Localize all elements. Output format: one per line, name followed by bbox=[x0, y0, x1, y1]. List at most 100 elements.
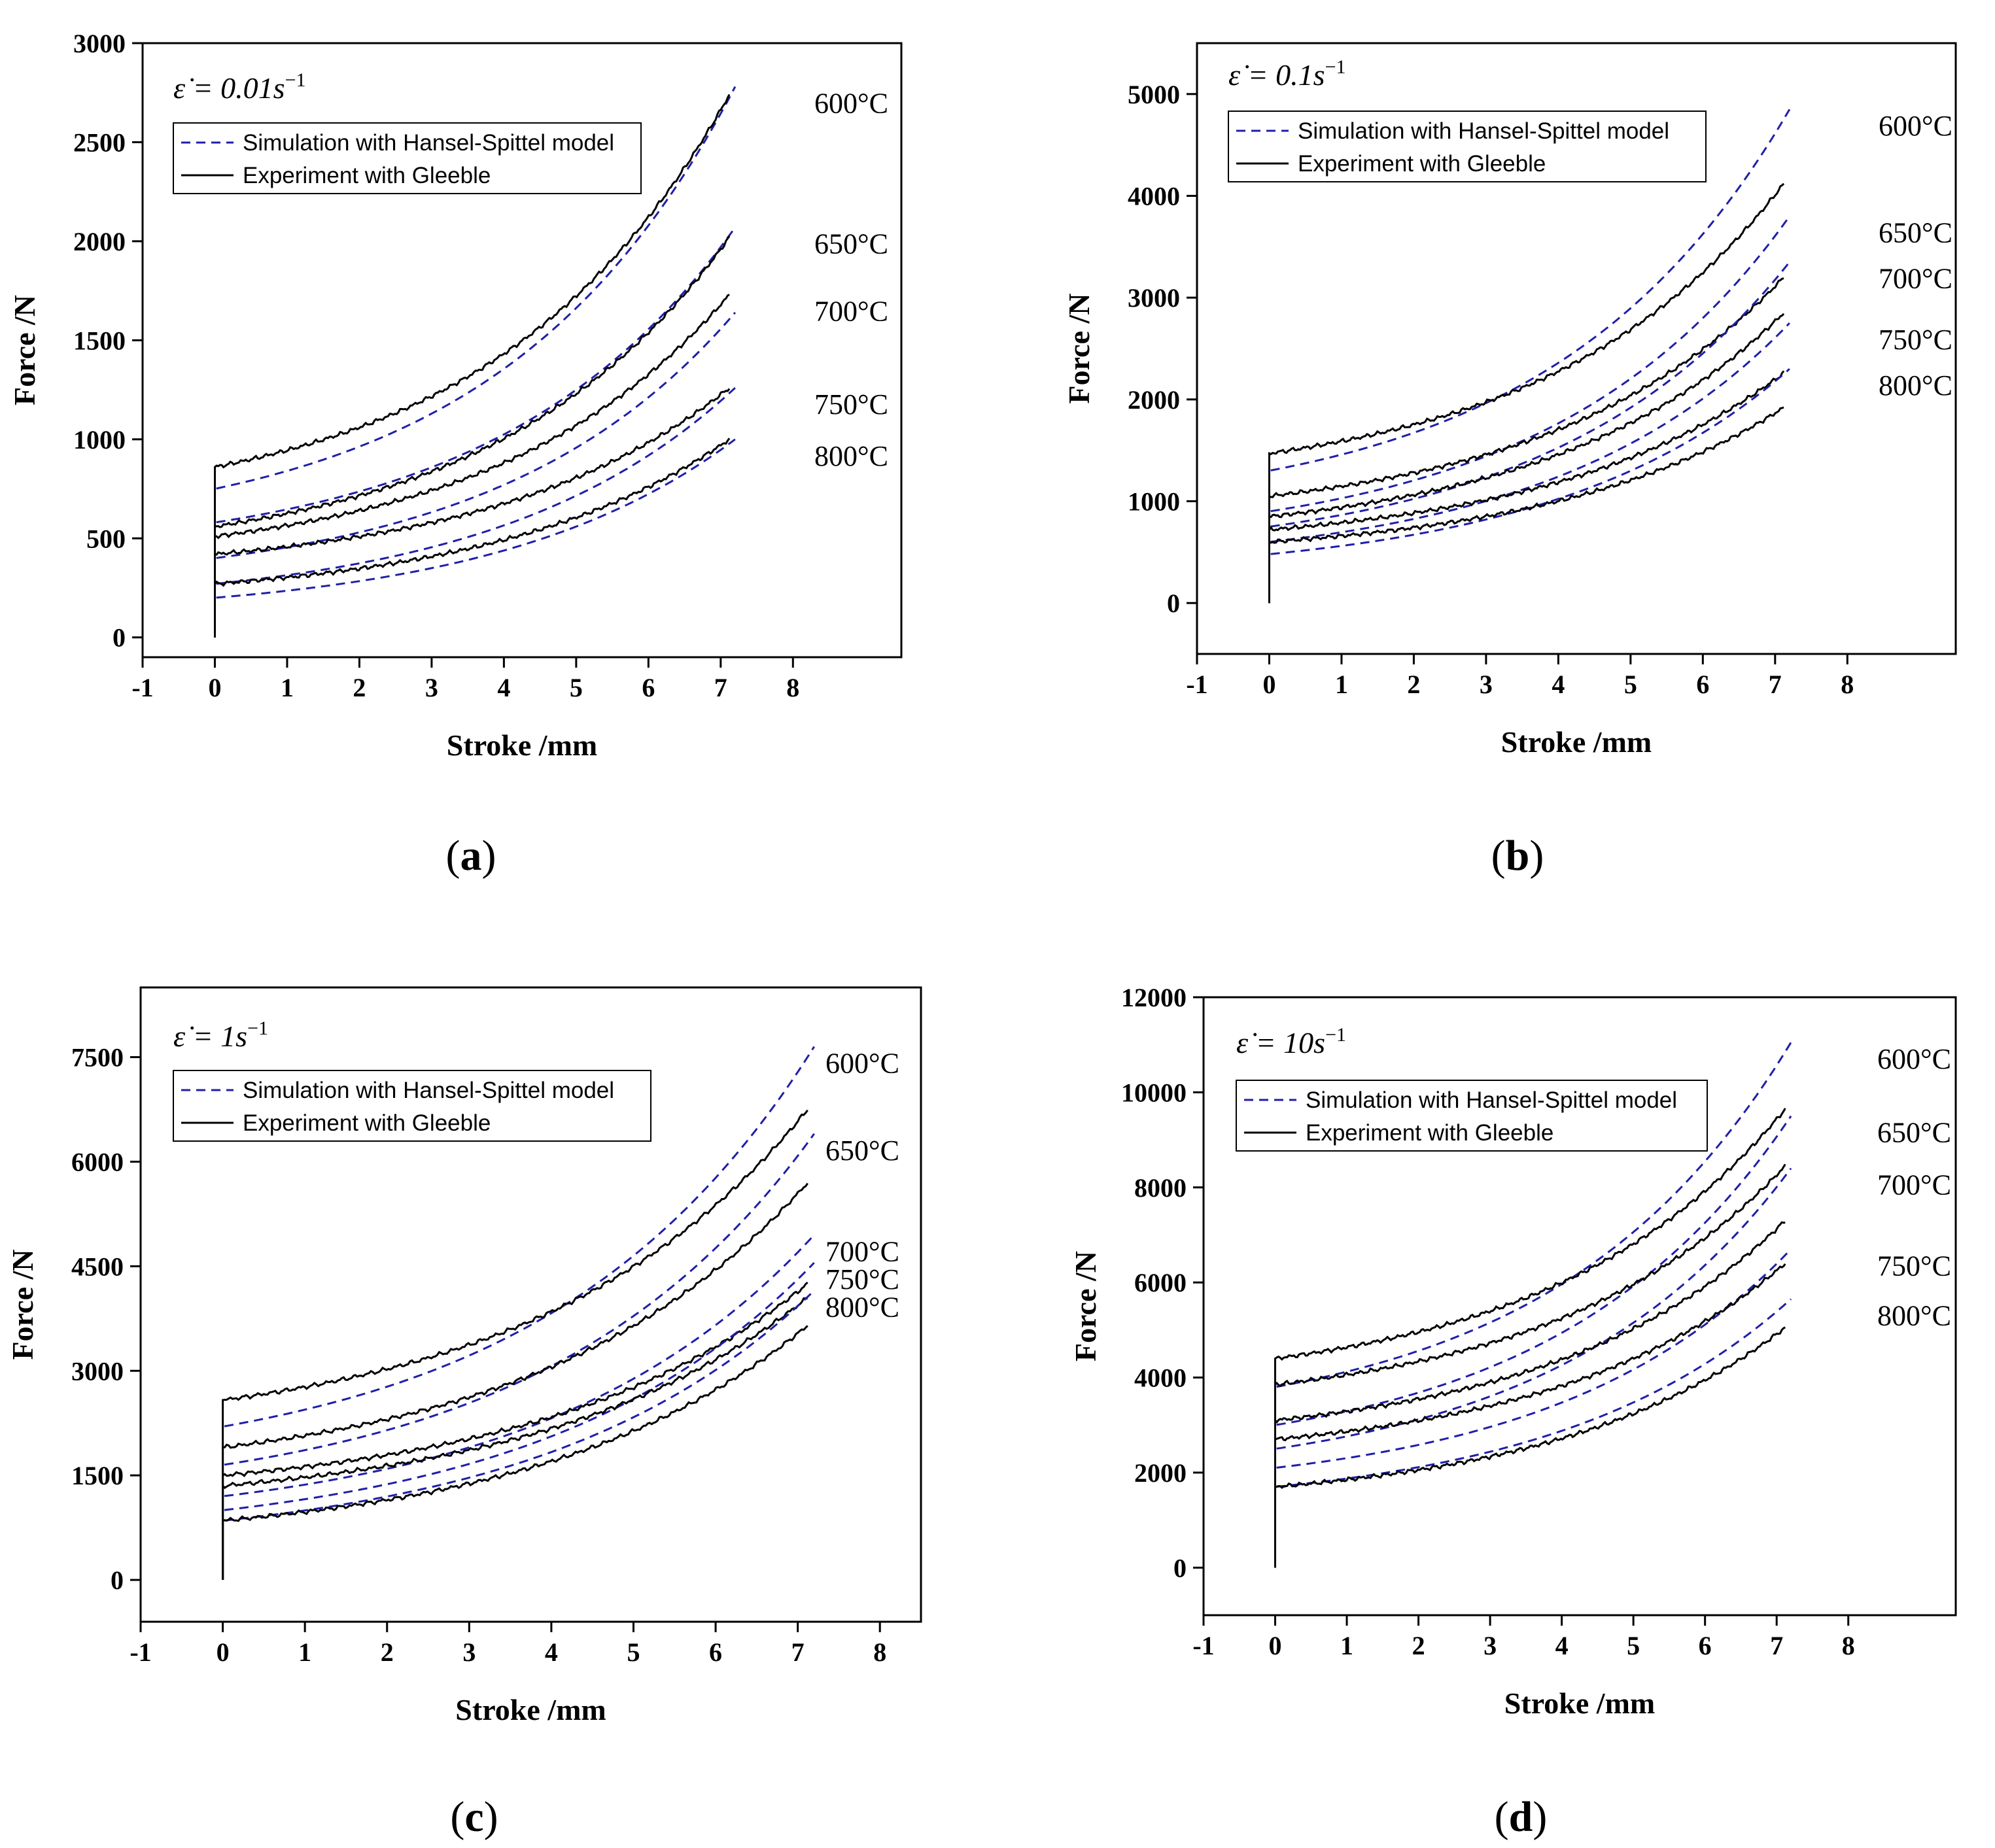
x-tick-label: 8 bbox=[1841, 670, 1854, 699]
temperature-label: 650°C bbox=[814, 228, 888, 260]
simulation-line-700c bbox=[216, 311, 737, 559]
temperature-label: 700°C bbox=[1877, 1169, 1951, 1201]
experiment-line-600c bbox=[1268, 182, 1785, 604]
y-tick-label: 2500 bbox=[73, 128, 126, 157]
x-tick-label: 3 bbox=[1483, 1631, 1497, 1660]
strain-rate-exponent: −1 bbox=[1325, 1024, 1346, 1046]
temperature-label: 750°C bbox=[825, 1263, 899, 1295]
plot-frame bbox=[141, 42, 903, 659]
y-tick-label: 7500 bbox=[71, 1043, 124, 1072]
panel-letter-value: c bbox=[464, 1793, 483, 1841]
x-tick-label: 6 bbox=[1696, 670, 1709, 699]
simulation-line-650c bbox=[1270, 215, 1791, 513]
experiment-line-700c bbox=[214, 294, 730, 638]
simulation-line-800c bbox=[1276, 1298, 1792, 1488]
temperature-label: 700°C bbox=[825, 1235, 899, 1267]
x-tick-label: 2 bbox=[381, 1637, 394, 1667]
y-tick-label: 5000 bbox=[1128, 80, 1180, 109]
temperature-label: 650°C bbox=[1877, 1117, 1951, 1149]
temperature-label: 700°C bbox=[814, 296, 888, 328]
x-tick-label: 5 bbox=[627, 1637, 640, 1667]
y-axis-title: Force /N bbox=[1062, 293, 1096, 403]
y-tick-label: 0 bbox=[1167, 589, 1180, 618]
legend-box bbox=[1228, 111, 1707, 182]
strain-rate-label: ε̇ = 0.1s−1 bbox=[1228, 56, 1346, 92]
x-tick-label: 0 bbox=[208, 673, 221, 702]
x-tick-label: 2 bbox=[1407, 670, 1420, 699]
simulation-line-650c bbox=[216, 226, 737, 524]
x-tick-label: 5 bbox=[570, 673, 583, 702]
x-tick-label: 4 bbox=[497, 673, 510, 702]
y-tick-label: 4000 bbox=[1134, 1363, 1187, 1393]
panel-letter-value: b bbox=[1506, 832, 1530, 880]
x-tick-label: 3 bbox=[1480, 670, 1493, 699]
legend-exp-label: Experiment with Gleeble bbox=[1306, 1120, 1553, 1146]
x-tick-label: 1 bbox=[1335, 670, 1348, 699]
x-tick-label: 6 bbox=[642, 673, 655, 702]
y-tick-label: 3000 bbox=[1128, 283, 1180, 313]
simulation-line-800c bbox=[216, 438, 736, 599]
strain-rate-label: ε̇ = 10s−1 bbox=[1236, 1024, 1346, 1059]
x-tick-label: 3 bbox=[462, 1637, 476, 1667]
legend-exp-label: Experiment with Gleeble bbox=[243, 163, 491, 188]
panel-letter-value: a bbox=[460, 832, 482, 880]
x-tick-label: 1 bbox=[281, 673, 294, 702]
temperature-label: 750°C bbox=[1879, 324, 1952, 356]
panel-a: -1 0 1 2 3 4 5 6 7 8050010001500200025003000Strok… bbox=[8, 29, 903, 880]
panel-b: -1 0 1 2 3 4 5 6 7 8 0 1000 2000 3000 4000 5000 Stroke /… bbox=[1062, 42, 1957, 880]
legend-sim-label: Simulation with Hansel-Spittel model bbox=[1298, 118, 1669, 144]
x-tick-label: 5 bbox=[1627, 1631, 1640, 1660]
x-tick-label: 7 bbox=[1769, 670, 1782, 699]
x-tick-label: 4 bbox=[545, 1637, 558, 1667]
temperature-label: 700°C bbox=[1879, 263, 1952, 295]
legend: Simulation with Hansel-Spittel model Expe… bbox=[1236, 1080, 1708, 1152]
experiment-line-800c bbox=[1274, 1326, 1786, 1568]
temperature-label: 750°C bbox=[1877, 1250, 1951, 1282]
x-tick-label: 7 bbox=[1770, 1631, 1783, 1660]
legend: Simulation with Hansel-Spittel model Expe… bbox=[173, 1070, 651, 1142]
y-tick-label: 4000 bbox=[1128, 182, 1180, 211]
legend: Simulation with Hansel-Spittel model Expe… bbox=[1228, 111, 1707, 182]
legend-box bbox=[173, 122, 642, 194]
simulation-line-700c bbox=[224, 1234, 815, 1497]
x-tick-label: 4 bbox=[1552, 670, 1565, 699]
y-tick-label: 3000 bbox=[71, 1356, 124, 1386]
strain-rate-exponent: −1 bbox=[1325, 56, 1346, 78]
temperature-label: 800°C bbox=[1879, 369, 1952, 402]
legend-sim-label: Simulation with Hansel-Spittel model bbox=[243, 1078, 614, 1103]
x-tick-label: 7 bbox=[791, 1637, 805, 1667]
x-axis-title: Stroke /mm bbox=[447, 728, 597, 762]
y-tick-label: 0 bbox=[1173, 1553, 1187, 1583]
experiment-line-650c bbox=[222, 1182, 808, 1580]
simulation-line-700c bbox=[1270, 261, 1791, 528]
x-tick-label: 7 bbox=[714, 673, 727, 702]
experiment-line-800c bbox=[1268, 406, 1784, 604]
temperature-label: 600°C bbox=[825, 1048, 899, 1080]
experiment-line-750c bbox=[1274, 1263, 1786, 1568]
temperature-label: 800°C bbox=[825, 1292, 899, 1324]
y-tick-label: 3000 bbox=[73, 29, 126, 58]
x-tick-label: -1 bbox=[1186, 670, 1207, 699]
experiment-line-750c bbox=[214, 388, 731, 638]
y-tick-label: 0 bbox=[113, 623, 126, 653]
simulation-line-800c bbox=[1270, 368, 1790, 555]
y-tick-label: 12000 bbox=[1121, 983, 1187, 1012]
legend-box bbox=[173, 1070, 651, 1142]
experiment-line-650c bbox=[1268, 277, 1784, 604]
y-axis-title: Force /N bbox=[1069, 1251, 1102, 1361]
legend-sim-label: Simulation with Hansel-Spittel model bbox=[243, 130, 614, 156]
legend-exp-label: Experiment with Gleeble bbox=[1298, 151, 1546, 177]
legend-sim-label: Simulation with Hansel-Spittel model bbox=[1306, 1087, 1677, 1113]
x-tick-label: 2 bbox=[353, 673, 366, 702]
strain-rate-label: ε̇ = 1s−1 bbox=[173, 1018, 268, 1053]
y-tick-label: 6000 bbox=[71, 1147, 124, 1176]
plot-frame bbox=[139, 986, 922, 1623]
strain-rate-label: ε̇ = 0.01s−1 bbox=[173, 69, 306, 105]
experiment-line-700c bbox=[222, 1281, 808, 1580]
x-tick-label: -1 bbox=[1192, 1631, 1214, 1660]
x-tick-label: 0 bbox=[1262, 670, 1275, 699]
simulation-line-650c bbox=[224, 1133, 815, 1466]
panel-letter: (d) bbox=[1495, 1793, 1548, 1841]
y-tick-label: 500 bbox=[86, 524, 126, 553]
